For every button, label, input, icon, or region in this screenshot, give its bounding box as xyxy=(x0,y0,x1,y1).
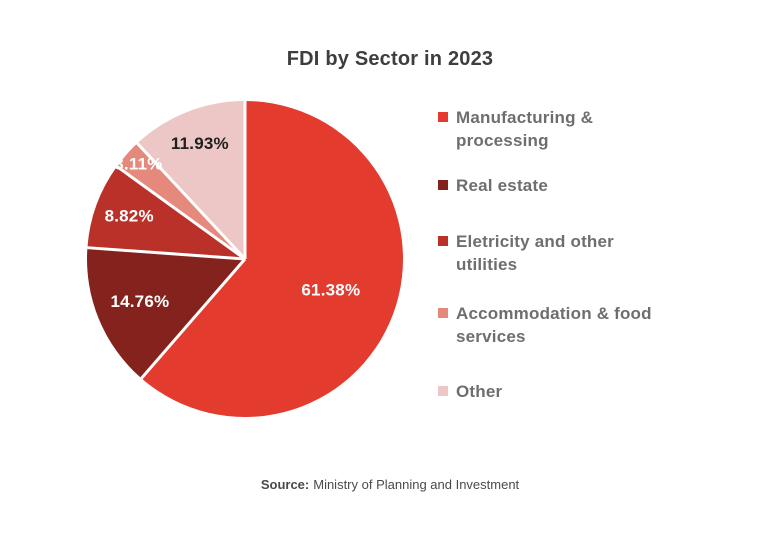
pie-slice-real-estate xyxy=(87,247,245,379)
source-prefix: Source: xyxy=(260,477,310,492)
slice-value-label: 11.93% xyxy=(171,134,229,153)
slice-value-label: 8.82% xyxy=(105,206,154,225)
source-line: Source: Ministry of Planning and Investme… xyxy=(0,477,780,492)
legend-swatch-icon xyxy=(438,180,448,190)
pie-slice-manufacturing-processing xyxy=(141,101,404,417)
legend: Manufacturing & processing Real estate Ele… xyxy=(438,106,708,403)
legend-swatch-icon xyxy=(438,236,448,246)
legend-swatch-icon xyxy=(438,386,448,396)
legend-item-label: Eletricity and other utilities xyxy=(456,232,614,274)
pie-slice-accommodation-food-services xyxy=(116,143,245,259)
pie-slice-eletricity-and-other-utilities xyxy=(87,166,245,259)
legend-item-real-estate: Real estate xyxy=(438,174,708,197)
legend-item-label: Real estate xyxy=(456,176,548,195)
legend-swatch-icon xyxy=(438,308,448,318)
legend-item-label: Manufacturing & processing xyxy=(456,108,594,150)
pie-slice-other xyxy=(137,101,245,259)
pie-chart: 61.38% 14.76% 8.82% 3.11% 11.93% xyxy=(87,101,404,417)
slice-separator xyxy=(116,165,246,261)
legend-item-label: Other xyxy=(456,382,503,401)
slice-value-label: 3.11% xyxy=(114,154,162,173)
legend-swatch-icon xyxy=(438,112,448,122)
legend-item-label: Accommodation & food services xyxy=(456,304,652,346)
legend-item-other: Other xyxy=(438,380,708,403)
slice-separator xyxy=(136,142,247,261)
source-text: Ministry of Planning and Investment xyxy=(313,477,520,492)
chart-title: FDI by Sector in 2023 xyxy=(286,48,494,70)
slice-separator xyxy=(140,258,247,380)
legend-item-manufacturing-processing: Manufacturing & processing xyxy=(438,106,708,152)
legend-item-eletricity-and-other-utilities: Eletricity and other utilities xyxy=(438,230,708,276)
slice-separator xyxy=(87,246,246,261)
slice-value-label: 61.38% xyxy=(301,281,360,300)
slice-value-label: 14.76% xyxy=(110,292,169,311)
legend-item-accommodation-food-services: Accommodation & food services xyxy=(438,302,708,348)
pie-chart-container: 61.38% 14.76% 8.82% 3.11% 11.93% xyxy=(78,92,412,426)
